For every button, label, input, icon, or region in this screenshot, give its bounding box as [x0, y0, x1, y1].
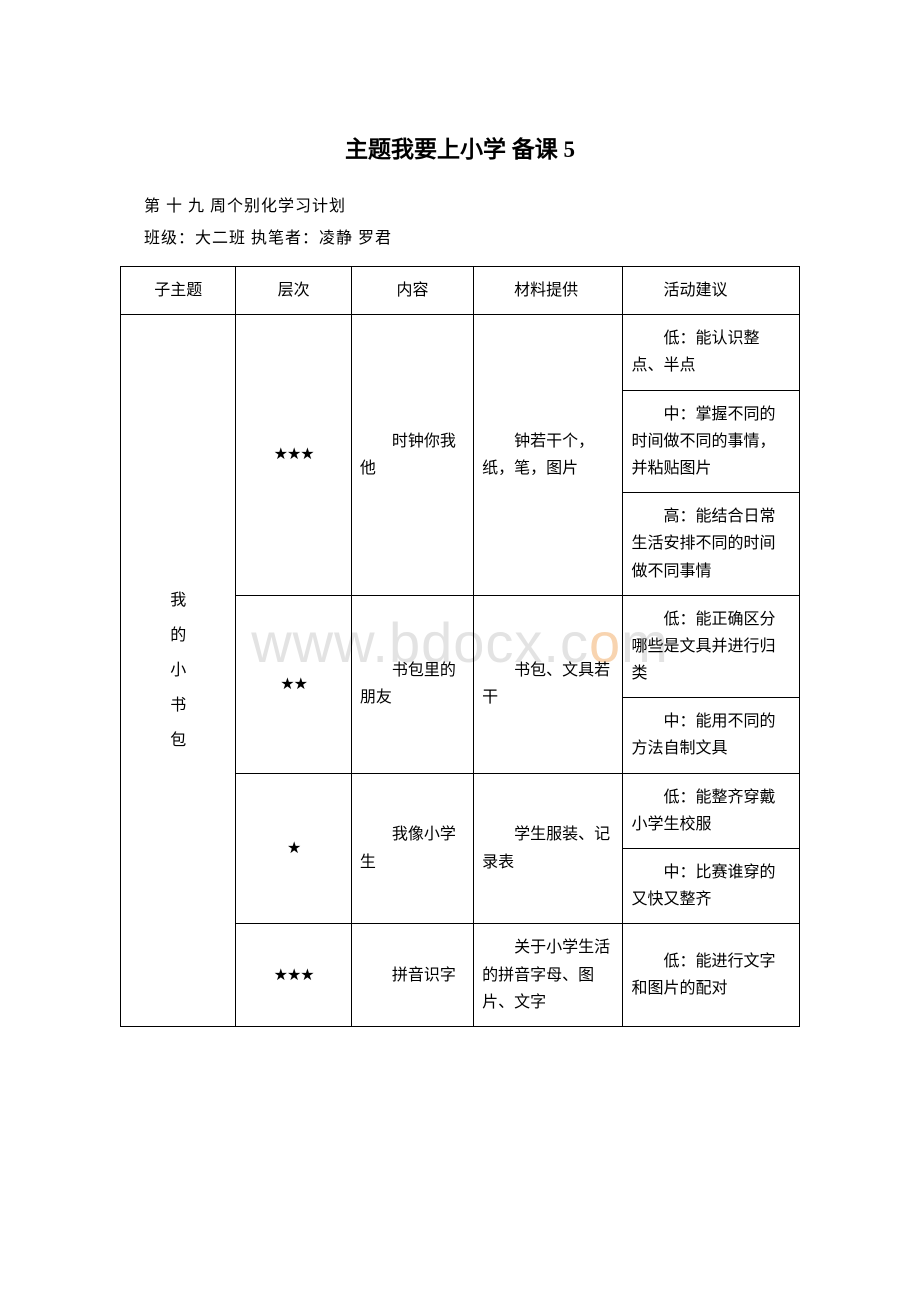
document-title: 主题我要上小学 备课 5 [120, 130, 800, 164]
subtheme-cell: 我 的 小 书 包 [121, 315, 236, 1027]
table-row: 我 的 小 书 包 ★★★ 时钟你我他 钟若干个，纸，笔，图片 低：能认识整点、… [121, 315, 800, 390]
level-stars: ★ [236, 773, 351, 924]
class-author-info: 班级：大二班 执笔者：凌静 罗君 [120, 224, 800, 248]
material-cell: 关于小学生活的拼音字母、图片、文字 [474, 924, 623, 1027]
header-content: 内容 [351, 267, 473, 315]
material-cell: 学生服装、记录表 [474, 773, 623, 924]
suggestion-mid: 中：比赛谁穿的又快又整齐 [623, 849, 800, 924]
level-stars: ★★ [236, 595, 351, 773]
suggestion-mid: 中：能用不同的方法自制文具 [623, 698, 800, 773]
level-stars: ★★★ [236, 924, 351, 1027]
suggestion-low: 低：能整齐穿戴小学生校服 [623, 773, 800, 848]
lesson-plan-table: 子主题 层次 内容 材料提供 活动建议 我 的 小 书 包 ★★★ 时钟你我他 … [120, 266, 800, 1027]
content-cell: 我像小学生 [351, 773, 473, 924]
table-header-row: 子主题 层次 内容 材料提供 活动建议 [121, 267, 800, 315]
suggestion-low: 低：能正确区分哪些是文具并进行归类 [623, 595, 800, 698]
header-material: 材料提供 [474, 267, 623, 315]
content-cell: 拼音识字 [351, 924, 473, 1027]
content-cell: 书包里的朋友 [351, 595, 473, 773]
suggestion-high: 高：能结合日常生活安排不同的时间做不同事情 [623, 493, 800, 596]
material-cell: 钟若干个，纸，笔，图片 [474, 315, 623, 596]
header-subtheme: 子主题 [121, 267, 236, 315]
header-level: 层次 [236, 267, 351, 315]
material-cell: 书包、文具若干 [474, 595, 623, 773]
suggestion-low: 低：能进行文字和图片的配对 [623, 924, 800, 1027]
suggestion-low: 低：能认识整点、半点 [623, 315, 800, 390]
level-stars: ★★★ [236, 315, 351, 596]
content-cell: 时钟你我他 [351, 315, 473, 596]
week-plan-subtitle: 第 十 九 周个别化学习计划 [120, 192, 800, 216]
suggestion-mid: 中：掌握不同的时间做不同的事情，并粘贴图片 [623, 390, 800, 493]
header-suggestion: 活动建议 [623, 267, 800, 315]
